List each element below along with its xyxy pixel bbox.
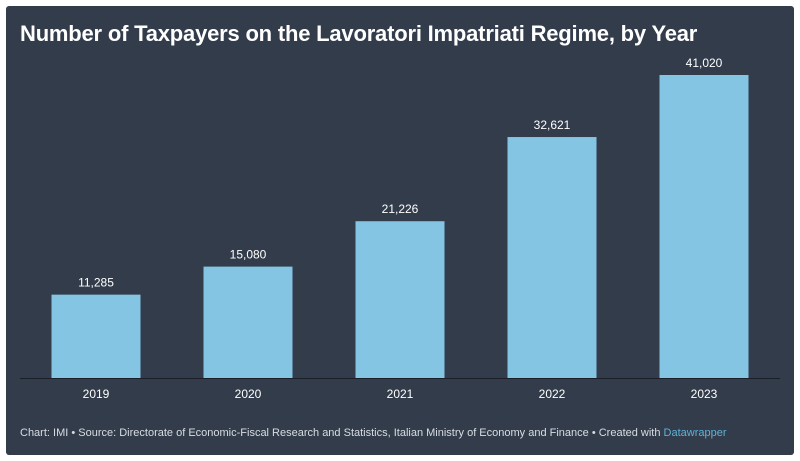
datawrapper-link[interactable]: Datawrapper <box>663 427 727 439</box>
value-label-2023: 41,020 <box>686 56 723 70</box>
bars-group <box>51 75 749 378</box>
chart-title: Number of Taxpayers on the Lavoratori Im… <box>20 21 698 46</box>
bar-2019 <box>51 294 141 378</box>
chart-card: Number of Taxpayers on the Lavoratori Im… <box>6 6 794 455</box>
footer-chart-prefix: Chart: <box>20 427 54 439</box>
x-tick-label-2023: 2023 <box>691 387 718 401</box>
bar-2022 <box>507 137 597 378</box>
footer-source-prefix: Source: <box>78 427 120 439</box>
bar-2021 <box>355 221 445 378</box>
value-labels-group: 11,285 15,080 21,226 32,621 41,020 <box>78 56 723 290</box>
x-tick-label-2020: 2020 <box>235 387 262 401</box>
footer-separator: • <box>588 427 599 439</box>
footer-separator: • <box>68 427 79 439</box>
bar-2023 <box>659 75 749 378</box>
footer-source: Directorate of Economic-Fiscal Research … <box>119 427 589 439</box>
footer-created-with: Created with <box>598 427 664 439</box>
x-tick-label-2022: 2022 <box>539 387 566 401</box>
x-tick-label-2021: 2021 <box>387 387 414 401</box>
x-tick-label-2019: 2019 <box>83 387 110 401</box>
value-label-2022: 32,621 <box>534 118 571 132</box>
value-label-2020: 15,080 <box>230 248 267 262</box>
value-label-2021: 21,226 <box>382 202 419 216</box>
value-label-2019: 11,285 <box>78 276 114 290</box>
x-axis-ticks-group: 2019 2020 2021 2022 2023 <box>83 387 718 401</box>
chart-footer: Chart: IMI • Source: Directorate of Econ… <box>20 427 727 439</box>
footer-chart-credit: IMI <box>53 427 69 439</box>
bar-2020 <box>203 266 293 378</box>
